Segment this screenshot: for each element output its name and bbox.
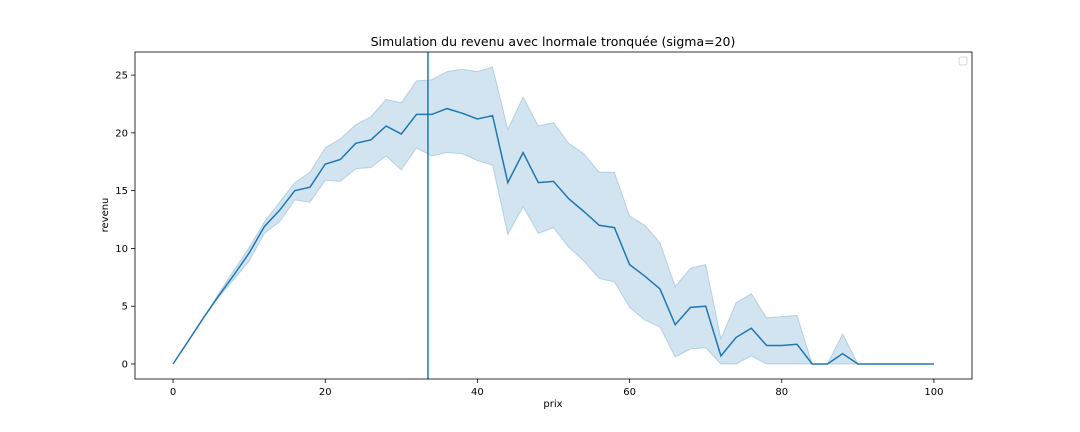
y-tick-label: 15 [115,186,128,197]
x-tick-label: 100 [924,387,943,398]
y-tick-label: 25 [115,71,128,82]
y-tick-label: 10 [115,244,128,255]
y-axis-label: revenu [100,198,111,233]
y-tick-label: 20 [115,128,128,139]
x-tick-label: 20 [319,387,332,398]
x-axis-ticks: 0 20 40 60 80 100 [170,379,944,398]
mean-line [172,107,934,365]
x-axis-label: prix [543,399,562,410]
plot-frame [134,51,973,380]
legend-box [958,56,968,66]
x-tick-label: 0 [170,387,176,398]
x-tick-label: 80 [775,387,788,398]
y-tick-label: 0 [122,359,128,370]
plot-area [172,52,934,379]
chart-title: Simulation du revenu avec lnormale tronq… [371,34,736,49]
y-axis-ticks: 0 5 10 15 20 25 [115,71,135,370]
y-tick-label: 5 [122,302,128,313]
x-tick-label: 60 [623,387,636,398]
x-tick-label: 40 [471,387,484,398]
confidence-band [172,66,934,365]
